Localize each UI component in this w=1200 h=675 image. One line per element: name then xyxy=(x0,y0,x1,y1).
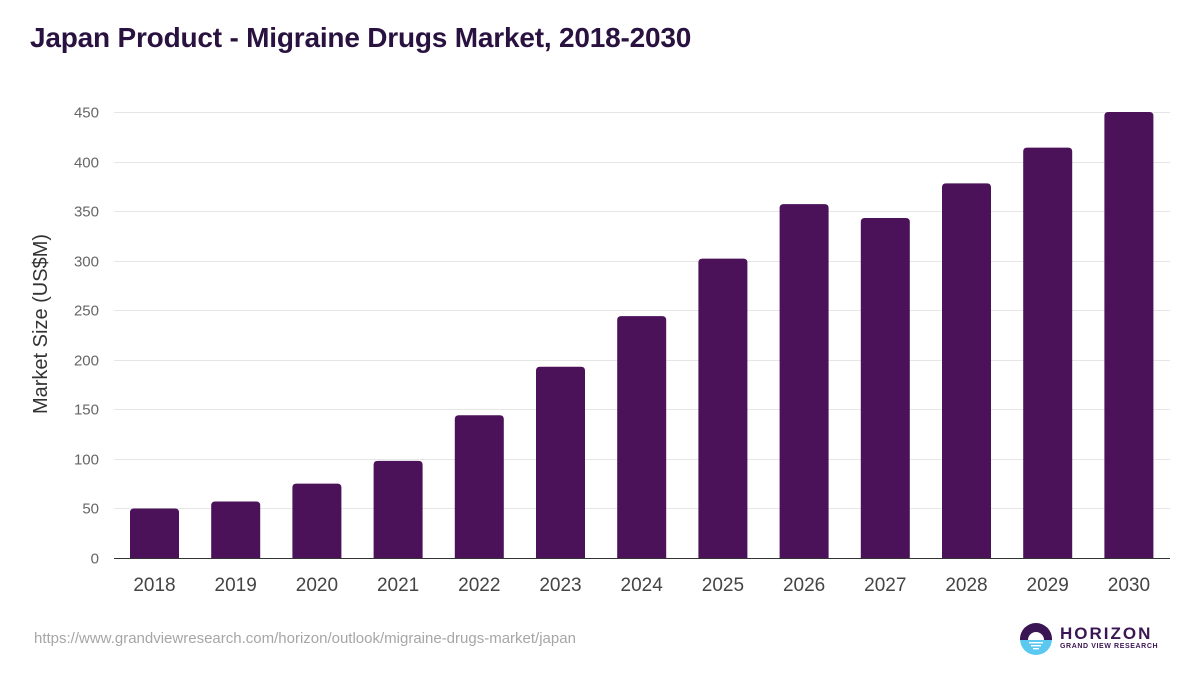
logo-subtitle: GRAND VIEW RESEARCH xyxy=(1060,643,1159,650)
bar-2018 xyxy=(130,508,179,558)
bar-2025 xyxy=(698,258,748,558)
y-axis-title: Market Size (US$M) xyxy=(30,234,52,414)
bars xyxy=(130,112,1154,559)
x-tick-label: 2022 xyxy=(458,575,500,596)
x-tick-label: 2029 xyxy=(1027,575,1069,596)
chart-title: Japan Product - Migraine Drugs Market, 2… xyxy=(30,22,692,53)
bar-2028 xyxy=(942,183,991,559)
y-tick-label: 400 xyxy=(74,155,99,172)
bar-2023 xyxy=(536,366,585,558)
bar-2026 xyxy=(779,204,829,558)
x-tick-label: 2026 xyxy=(783,575,825,596)
y-tick-label: 150 xyxy=(74,402,99,419)
x-tick-label: 2024 xyxy=(621,575,664,596)
y-tick-label: 0 xyxy=(91,551,99,568)
bar-2020 xyxy=(292,483,342,558)
y-tick-label: 450 xyxy=(74,105,99,122)
x-tick-label: 2019 xyxy=(215,575,257,596)
x-tick-label: 2028 xyxy=(945,575,987,596)
bar-2021 xyxy=(373,460,423,558)
x-tick-label: 2018 xyxy=(133,575,175,596)
bar-2022 xyxy=(454,415,504,558)
y-tick-label: 350 xyxy=(74,204,99,221)
x-tick-label: 2027 xyxy=(864,575,906,596)
bar-2029 xyxy=(1023,147,1073,558)
logo-brand-name: HORIZON xyxy=(1060,624,1153,643)
x-tick-label: 2023 xyxy=(539,575,581,596)
x-tick-label: 2025 xyxy=(702,575,744,596)
bar-2027 xyxy=(860,218,910,558)
y-tick-label: 300 xyxy=(74,254,99,271)
horizon-logo: HORIZON GRAND VIEW RESEARCH xyxy=(1019,622,1159,658)
y-tick-label: 200 xyxy=(74,353,99,370)
horizon-logo-icon xyxy=(1020,623,1052,655)
source-url[interactable]: https://www.grandviewresearch.com/horizo… xyxy=(34,630,576,647)
x-axis-ticks: 2018 2019 2020 2021 2022 2023 2024 2025 2026 2027… xyxy=(133,575,1150,596)
bar-2019 xyxy=(211,501,261,558)
bar-2030 xyxy=(1104,112,1154,558)
y-axis-ticks: 0 50 100 150 200 250 300 350 400 450 xyxy=(74,105,99,568)
y-tick-label: 100 xyxy=(74,452,99,469)
y-tick-label: 250 xyxy=(74,303,99,320)
x-tick-label: 2021 xyxy=(377,575,419,596)
x-tick-label: 2030 xyxy=(1108,575,1150,596)
x-tick-label: 2020 xyxy=(296,575,338,596)
bar-2024 xyxy=(617,316,667,558)
y-tick-label: 50 xyxy=(82,501,99,518)
bar-chart: 0 50 100 150 200 250 300 350 400 450 2018 2019 2020… xyxy=(30,105,1170,596)
